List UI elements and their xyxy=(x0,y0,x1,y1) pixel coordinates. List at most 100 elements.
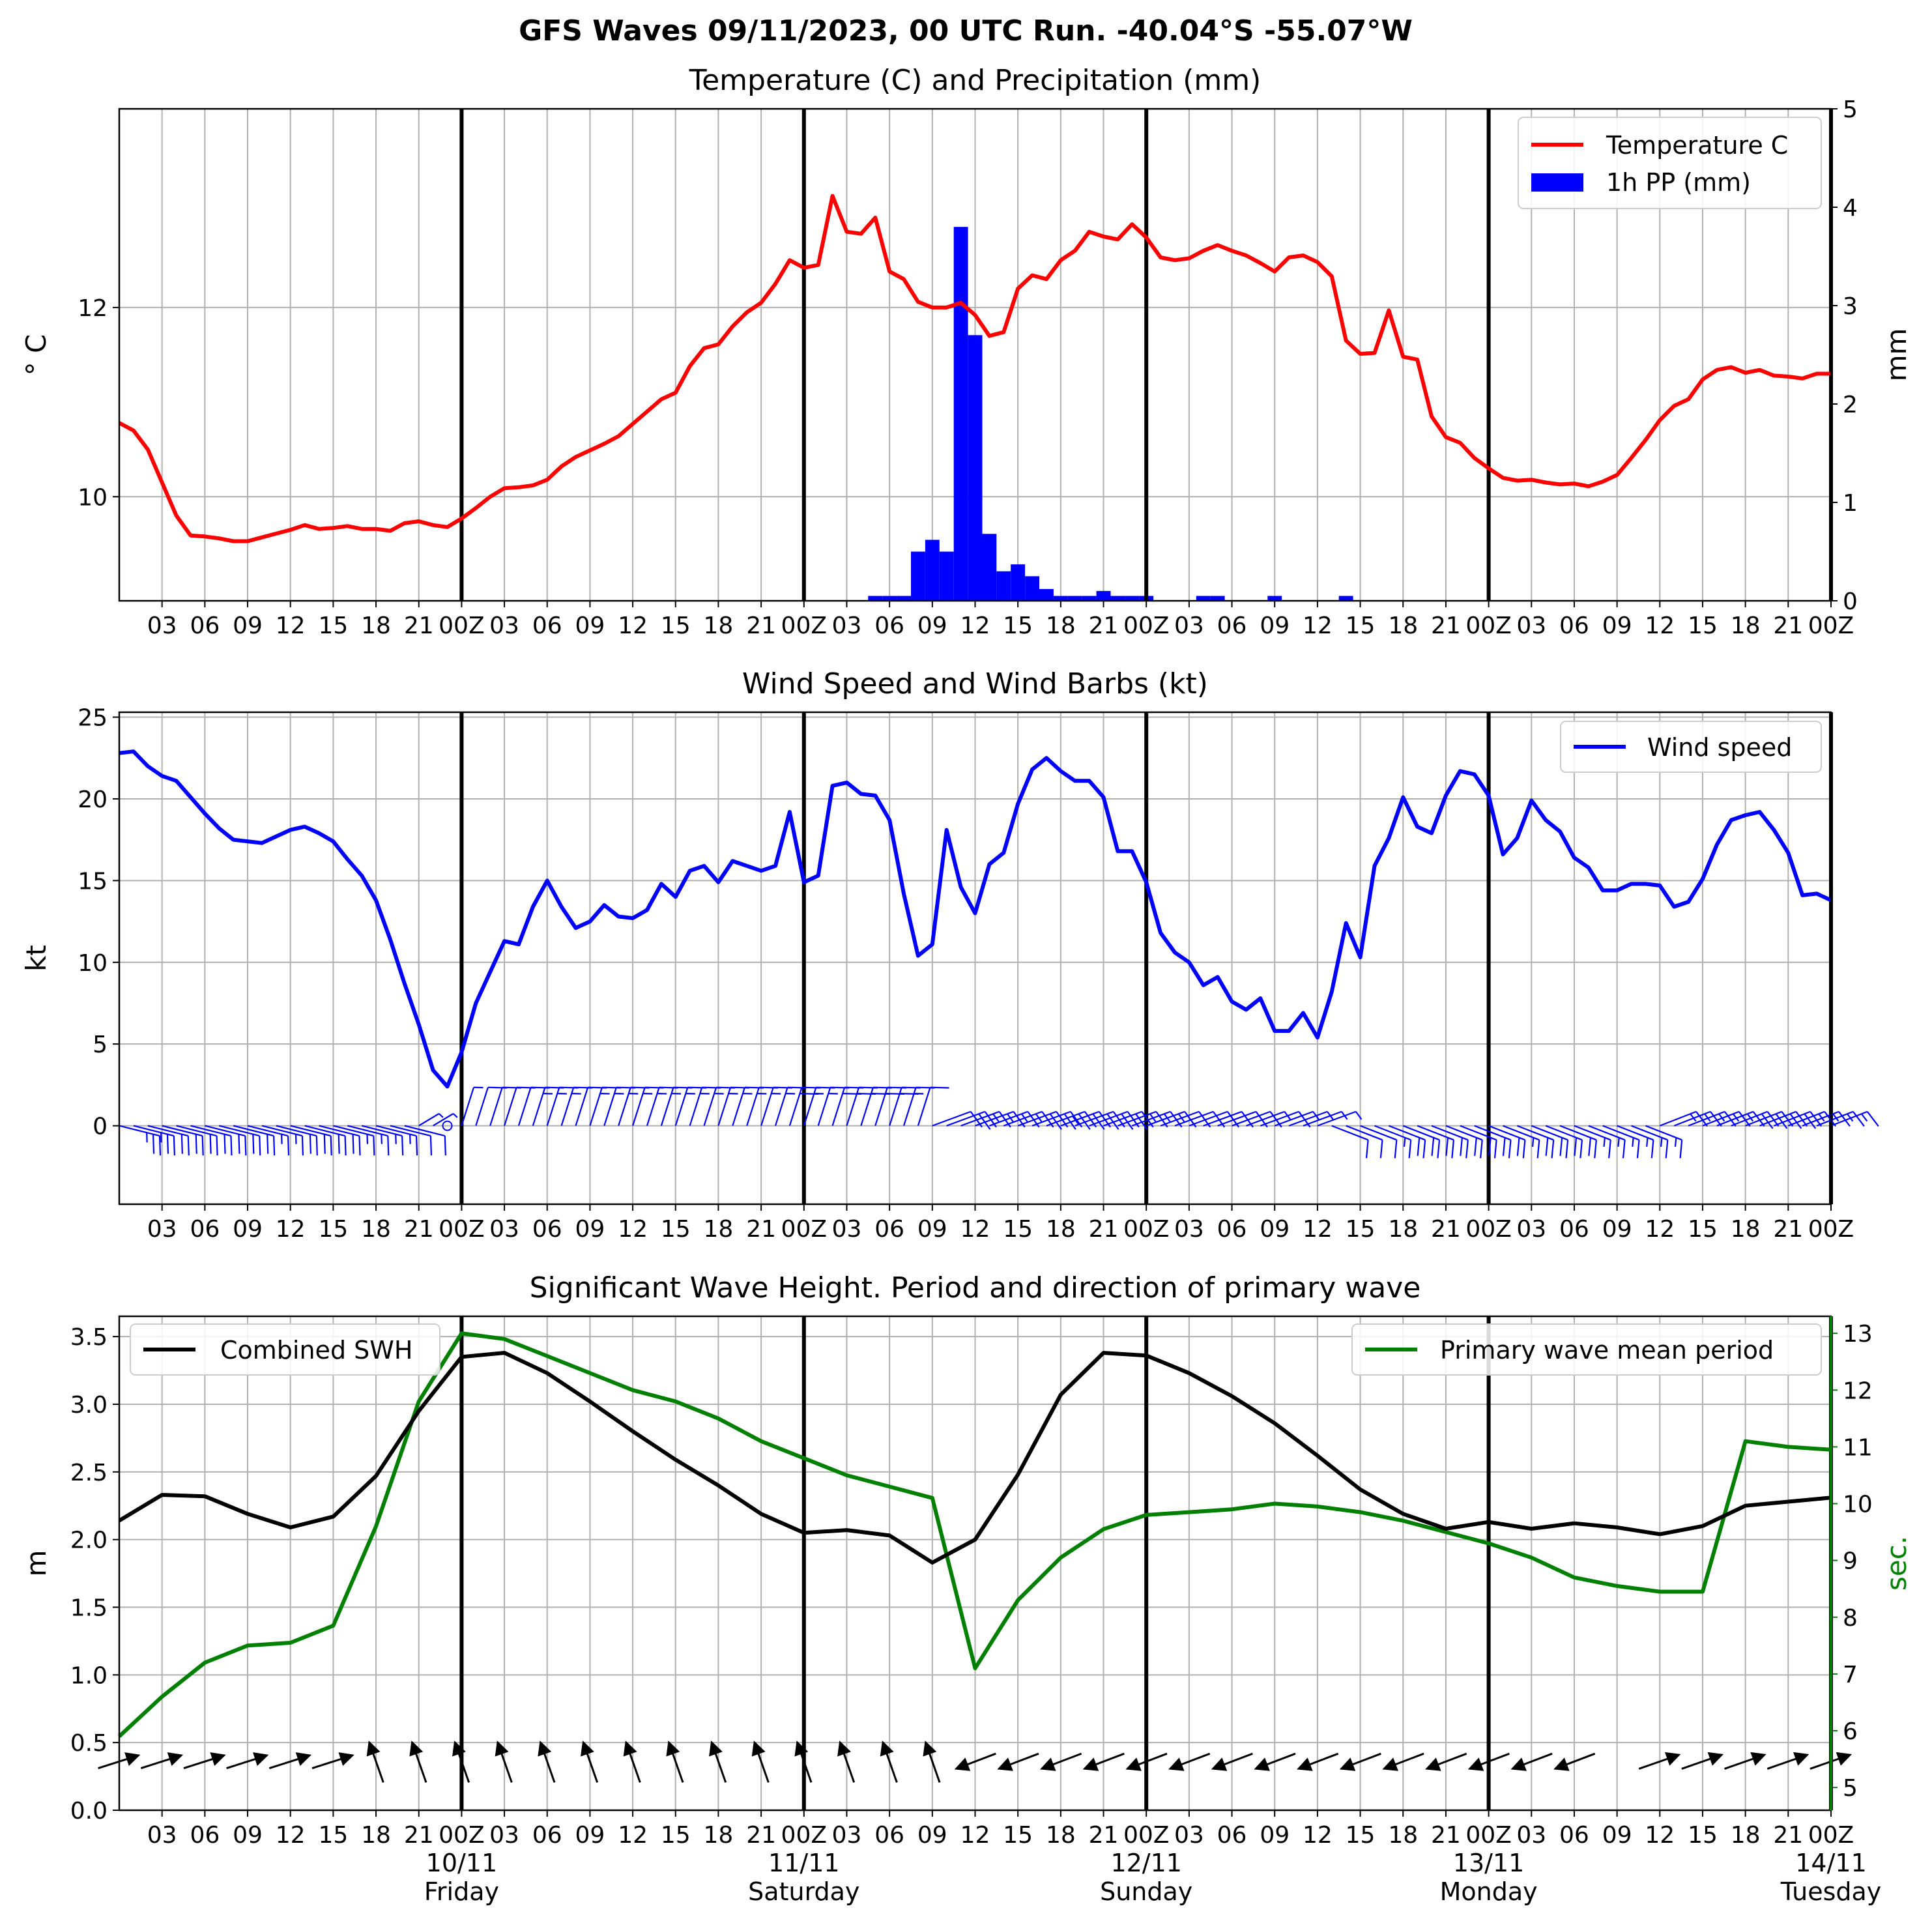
figure-title: GFS Waves 09/11/2023, 00 UTC Run. -40.04… xyxy=(519,14,1413,48)
wind-barb-shaft xyxy=(674,1087,689,1126)
wind-barb-half-flag xyxy=(1860,1113,1868,1122)
wind-barb-flag xyxy=(1838,1111,1851,1127)
wind-barb xyxy=(1503,1125,1540,1159)
wind-barb-shaft xyxy=(603,1087,617,1126)
x-tick-label: 06 xyxy=(190,1216,220,1243)
wave-direction-arrow xyxy=(538,1740,556,1783)
wind-barb-flag xyxy=(1574,1137,1578,1156)
wind-barb-shaft xyxy=(717,1087,732,1126)
x-date-label: 14/11 xyxy=(1795,1849,1867,1877)
y-tick-label: 1.5 xyxy=(70,1595,108,1621)
wind-barb-shaft xyxy=(433,1113,454,1127)
x-tick-label: 06 xyxy=(1559,1216,1589,1243)
wind-barb-flag xyxy=(1622,1140,1626,1159)
wind-barb-shaft xyxy=(1274,1110,1314,1127)
wind-barb-flag xyxy=(166,1134,169,1154)
arrow-shaft xyxy=(1724,1756,1759,1770)
x-tick-label: 00Z xyxy=(781,613,827,639)
wind-barb-shaft xyxy=(1631,1125,1668,1141)
wind-barb-flag xyxy=(1594,1140,1597,1159)
arrow-head xyxy=(295,1752,312,1767)
x-tick-label: 21 xyxy=(1773,1822,1803,1849)
x-tick-label: 09 xyxy=(575,1822,605,1849)
wind-barb xyxy=(442,1120,453,1131)
x-tick-label: 06 xyxy=(1559,613,1589,639)
arrow-shaft xyxy=(1476,1752,1510,1767)
y2-tick-label: 0 xyxy=(1843,588,1858,615)
wind-barb xyxy=(290,1125,332,1156)
x-date-label: 10/11 xyxy=(426,1849,498,1877)
wind-barb xyxy=(147,1125,190,1156)
precip-bar xyxy=(1053,596,1068,601)
wind-barb-shaft xyxy=(375,1125,417,1137)
x-tick-label: 18 xyxy=(1388,613,1418,639)
arrow-head xyxy=(452,1740,466,1757)
precip-bar xyxy=(968,335,983,601)
wind-barb-shaft xyxy=(932,1110,972,1127)
x-tick-label: 00Z xyxy=(1123,1822,1169,1849)
x-tick-label: 12 xyxy=(1645,1216,1675,1243)
arrow-shaft xyxy=(927,1748,941,1783)
wind-barb-shaft xyxy=(975,1110,1014,1127)
arrow-head xyxy=(1254,1757,1270,1771)
x-tick-label: 06 xyxy=(874,1822,904,1849)
wind-barb-shaft xyxy=(404,1125,446,1137)
legend-box xyxy=(1518,117,1822,209)
wind-barb-shaft xyxy=(703,1087,717,1126)
wind-barb xyxy=(917,1086,949,1126)
wave-direction-arrow xyxy=(751,1740,770,1783)
wave-height-panel: 03 06 09 12 15 18 21 00Z 03 06 09 12 15 18 21 00Z 03 06 09… xyxy=(20,1271,1912,1906)
arrow-shaft xyxy=(1219,1752,1253,1767)
arrow-shaft xyxy=(499,1748,513,1783)
arrow-shaft xyxy=(962,1752,996,1767)
x-tick-label: 18 xyxy=(361,1216,391,1243)
arrow-shaft xyxy=(1262,1752,1296,1767)
wind-barb-shaft xyxy=(1531,1125,1568,1141)
x-tick-label: 15 xyxy=(1688,613,1718,639)
wave-direction-arrow xyxy=(1724,1752,1766,1770)
wind-barb xyxy=(1488,1125,1526,1159)
wave-direction-arrow xyxy=(997,1752,1039,1771)
wind-barb-half-flag xyxy=(1403,1137,1406,1147)
wind-barb-flag xyxy=(1651,1140,1654,1159)
wind-barb-shaft xyxy=(532,1087,546,1126)
wind-barb-flag xyxy=(1451,1140,1455,1159)
wind-barb-flag xyxy=(216,1136,218,1156)
wave-direction-arrow xyxy=(452,1740,470,1783)
wind-barb xyxy=(319,1125,361,1156)
arrow-head xyxy=(794,1740,809,1757)
wind-barb-shaft xyxy=(1759,1110,1796,1127)
wind-barb-shaft xyxy=(946,1110,985,1127)
x-tick-label: 21 xyxy=(404,613,434,639)
legend-label-temperature: Temperature C xyxy=(1606,131,1788,160)
wind-barb xyxy=(1317,1110,1362,1127)
precip-bar xyxy=(897,596,911,601)
x-tick-label: 18 xyxy=(704,1822,734,1849)
wind-barb xyxy=(1516,1125,1555,1159)
x-tick-label: 18 xyxy=(1731,1216,1761,1243)
wind-barb-shaft xyxy=(1174,1110,1214,1127)
wave-direction-arrow xyxy=(923,1740,941,1783)
wind-barb-shaft xyxy=(1559,1125,1597,1141)
y2-tick-label: 12 xyxy=(1843,1378,1873,1404)
wind-barb xyxy=(1559,1125,1597,1159)
wind-barb-shaft xyxy=(1673,1110,1711,1127)
wind-barb-shaft xyxy=(874,1087,888,1126)
panel-title: Significant Wave Height. Period and dire… xyxy=(530,1271,1421,1305)
wind-barb-half-flag xyxy=(281,1134,283,1144)
wind-barb-shaft xyxy=(689,1087,703,1126)
wind-barb-shaft xyxy=(1046,1110,1086,1127)
wave-direction-arrow xyxy=(1339,1752,1381,1771)
wind-barb xyxy=(190,1125,233,1156)
wind-barb xyxy=(1617,1125,1654,1159)
wave-direction-arrow xyxy=(311,1752,354,1770)
wind-barb-shaft xyxy=(1074,1110,1114,1127)
wave-direction-arrow xyxy=(1082,1752,1125,1771)
x-tick-label: 00Z xyxy=(439,613,484,639)
wind-barb-flag xyxy=(1775,1113,1788,1129)
wind-barb-flag xyxy=(173,1136,175,1156)
arrow-head xyxy=(581,1740,594,1757)
wind-barb-half-flag xyxy=(1718,1113,1725,1122)
wind-barb xyxy=(1774,1110,1823,1129)
wind-barb xyxy=(1602,1125,1640,1159)
